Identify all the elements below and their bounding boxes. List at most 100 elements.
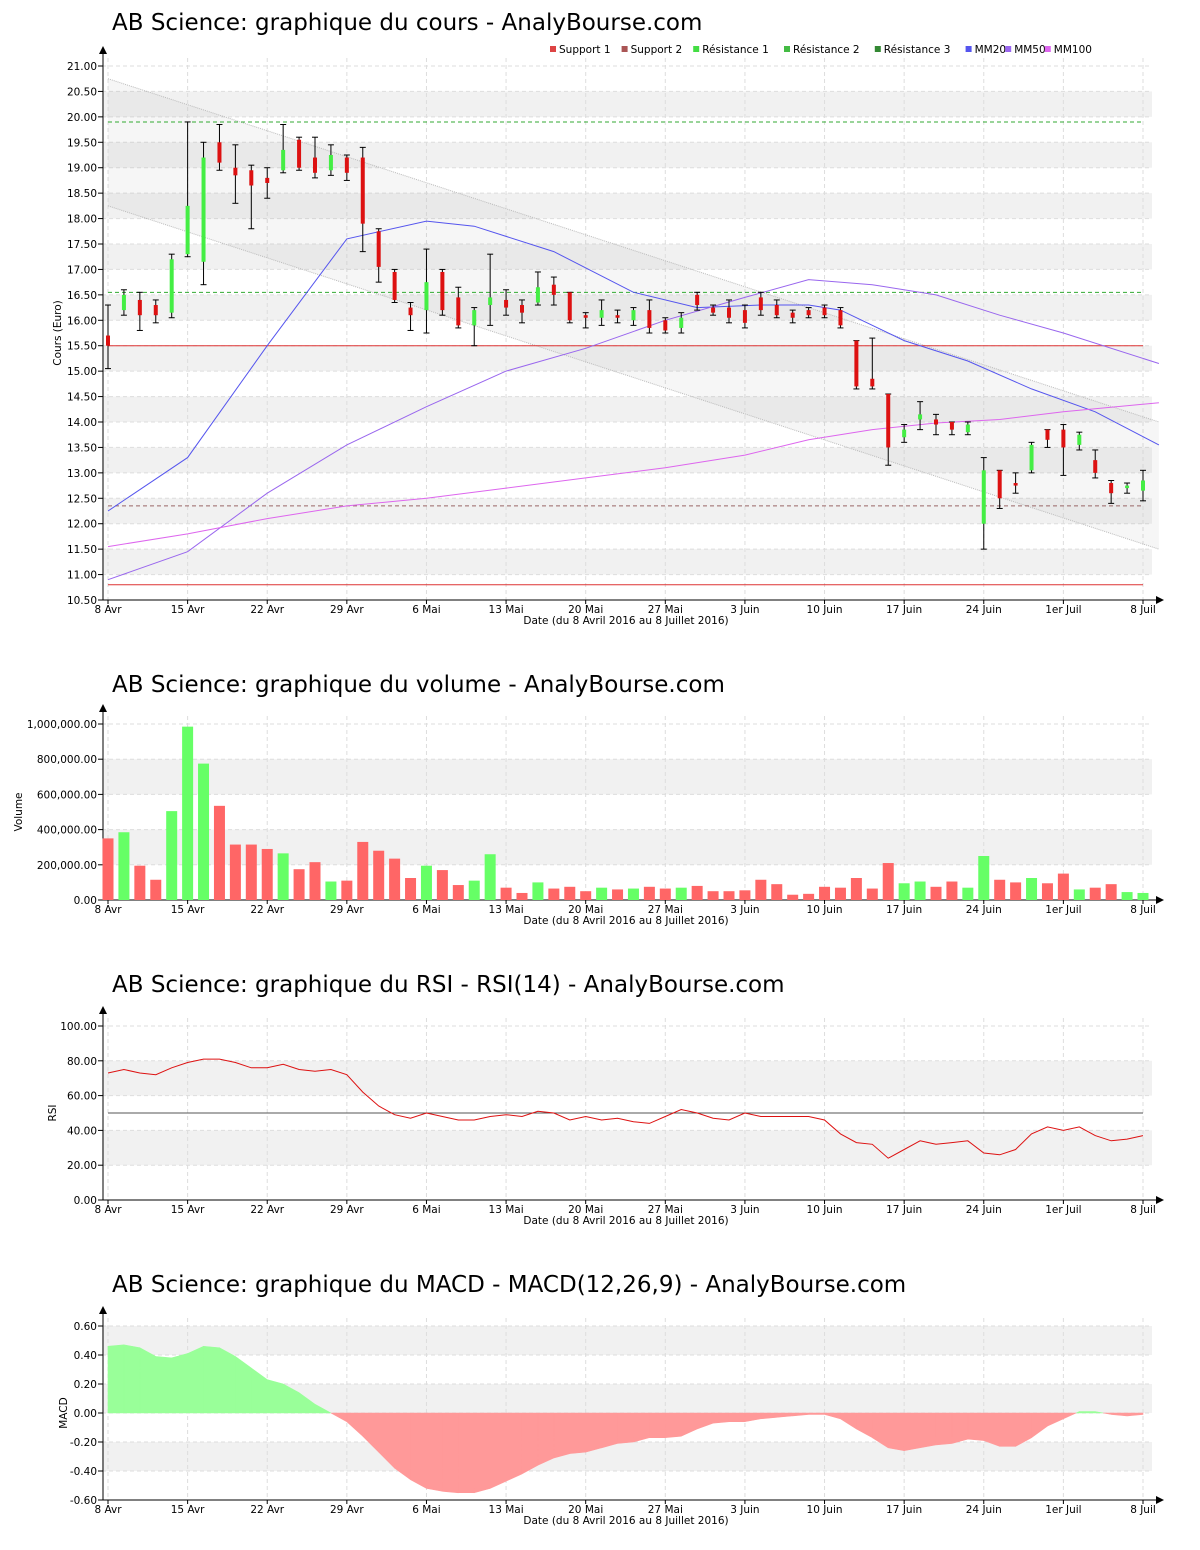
x-tick-label: 27 Mai bbox=[648, 604, 683, 616]
y-tick-label: 20.00 bbox=[67, 112, 97, 124]
legend-label: Résistance 2 bbox=[793, 44, 860, 56]
candle-body bbox=[265, 177, 270, 183]
candle bbox=[280, 123, 287, 174]
volume-bar bbox=[580, 891, 592, 900]
legend-swatch bbox=[1044, 46, 1051, 52]
legend-label: Support 1 bbox=[559, 44, 611, 56]
x-tick-label: 29 Avr bbox=[330, 604, 364, 616]
y-tick-label: -0.20 bbox=[70, 1437, 97, 1449]
y-tick-label: 60.00 bbox=[67, 1091, 97, 1103]
x-tick-label: 24 Juin bbox=[966, 904, 1002, 916]
candle-body bbox=[408, 307, 413, 316]
candle bbox=[837, 307, 844, 329]
volume-bar bbox=[1057, 873, 1069, 900]
volume-bar bbox=[309, 862, 321, 900]
candle bbox=[646, 299, 653, 334]
y-tick-label: 80.00 bbox=[67, 1056, 97, 1068]
candle bbox=[375, 228, 382, 283]
candle-body bbox=[392, 271, 397, 300]
candle-body bbox=[217, 142, 222, 163]
x-tick-label: 13 Mai bbox=[489, 604, 524, 616]
trend-channel-lower bbox=[107, 205, 1160, 550]
x-tick-label: 15 Avr bbox=[171, 1204, 205, 1216]
x-tick-label: 1er Juil bbox=[1045, 1204, 1081, 1216]
x-tick-label: 20 Mai bbox=[568, 904, 603, 916]
x-tick-label: 10 Juin bbox=[807, 904, 843, 916]
candle bbox=[917, 401, 924, 431]
candle-body bbox=[1093, 460, 1098, 473]
rsi-chart-title: AB Science: graphique du RSI - RSI(14) -… bbox=[112, 972, 785, 998]
y-tick-label: 0.00 bbox=[74, 1195, 97, 1207]
y-tick-label: 17.50 bbox=[67, 239, 97, 251]
x-tick-label: 8 Avr bbox=[94, 1204, 122, 1216]
x-tick-label: 29 Avr bbox=[330, 1204, 364, 1216]
y-tick-label: 13.00 bbox=[67, 468, 97, 480]
candle-body bbox=[663, 320, 668, 331]
candle-body bbox=[886, 394, 891, 448]
y-tick-label: 0.40 bbox=[74, 1350, 97, 1362]
volume-bar bbox=[1041, 883, 1053, 900]
volume-bar bbox=[229, 844, 241, 900]
candle bbox=[964, 421, 971, 436]
price-chart: 10.50 11.00 11.50 12.00 12.50 13.00 13.50 14.00… bbox=[52, 44, 1164, 627]
x-tick-label: 8 Juil bbox=[1130, 1204, 1156, 1216]
legend-label: Résistance 3 bbox=[884, 44, 951, 56]
volume-bar bbox=[771, 884, 783, 900]
candle-body bbox=[249, 170, 254, 186]
x-tick-label: 6 Mai bbox=[412, 1504, 440, 1516]
y-tick-label: 11.00 bbox=[67, 570, 97, 582]
candle bbox=[455, 286, 462, 329]
candle bbox=[168, 253, 175, 319]
candle-body bbox=[488, 297, 493, 306]
volume-bar bbox=[500, 887, 512, 900]
volume-bar bbox=[643, 886, 655, 900]
grid-band bbox=[102, 447, 1152, 473]
macd-positive-area bbox=[107, 1344, 1104, 1414]
volume-bar bbox=[739, 890, 751, 900]
volume-bar bbox=[405, 878, 417, 900]
x-tick-label: 17 Juin bbox=[886, 1504, 922, 1516]
x-axis-arrow bbox=[1156, 596, 1164, 604]
volume-bar bbox=[198, 763, 210, 900]
legend-swatch bbox=[693, 46, 700, 52]
legend-swatch bbox=[874, 46, 881, 52]
candle-body bbox=[727, 307, 731, 318]
candle bbox=[853, 340, 860, 390]
candle bbox=[1140, 469, 1146, 502]
volume-bar bbox=[564, 886, 576, 900]
volume-bar bbox=[723, 891, 735, 900]
legend-label: Support 2 bbox=[631, 44, 683, 56]
volume-bar bbox=[1089, 887, 1101, 900]
candle bbox=[1092, 449, 1099, 479]
grid-band bbox=[102, 396, 1152, 422]
candle-body bbox=[169, 259, 174, 313]
volume-bar bbox=[532, 882, 544, 900]
candle-body bbox=[790, 312, 795, 318]
legend-swatch bbox=[1005, 46, 1012, 52]
grid-band bbox=[102, 1326, 1152, 1355]
macd-negative-area bbox=[330, 1412, 1144, 1494]
volume-bar bbox=[1026, 878, 1038, 900]
legend-label: MM100 bbox=[1054, 44, 1092, 56]
candle bbox=[885, 393, 892, 466]
x-tick-label: 27 Mai bbox=[648, 1504, 683, 1516]
x-tick-label: 8 Juil bbox=[1130, 904, 1156, 916]
volume-bar bbox=[1137, 892, 1149, 900]
y-tick-label: 1,000,000.00 bbox=[27, 719, 97, 731]
x-tick-label: 8 Juil bbox=[1130, 604, 1156, 616]
volume-chart-title: AB Science: graphique du volume - AnalyB… bbox=[112, 672, 725, 698]
x-tick-label: 13 Mai bbox=[489, 904, 524, 916]
candle-body bbox=[153, 305, 158, 316]
candle bbox=[105, 304, 111, 370]
candle bbox=[789, 309, 796, 324]
volume-bar bbox=[691, 885, 703, 900]
candle bbox=[662, 317, 669, 334]
moving-average-mm100 bbox=[107, 402, 1159, 548]
candle bbox=[343, 154, 350, 181]
candle bbox=[184, 121, 191, 258]
candle bbox=[980, 457, 987, 550]
volume-bar bbox=[834, 887, 846, 900]
candle-body bbox=[106, 335, 110, 346]
candle bbox=[120, 289, 127, 316]
volume-bar bbox=[182, 726, 194, 900]
